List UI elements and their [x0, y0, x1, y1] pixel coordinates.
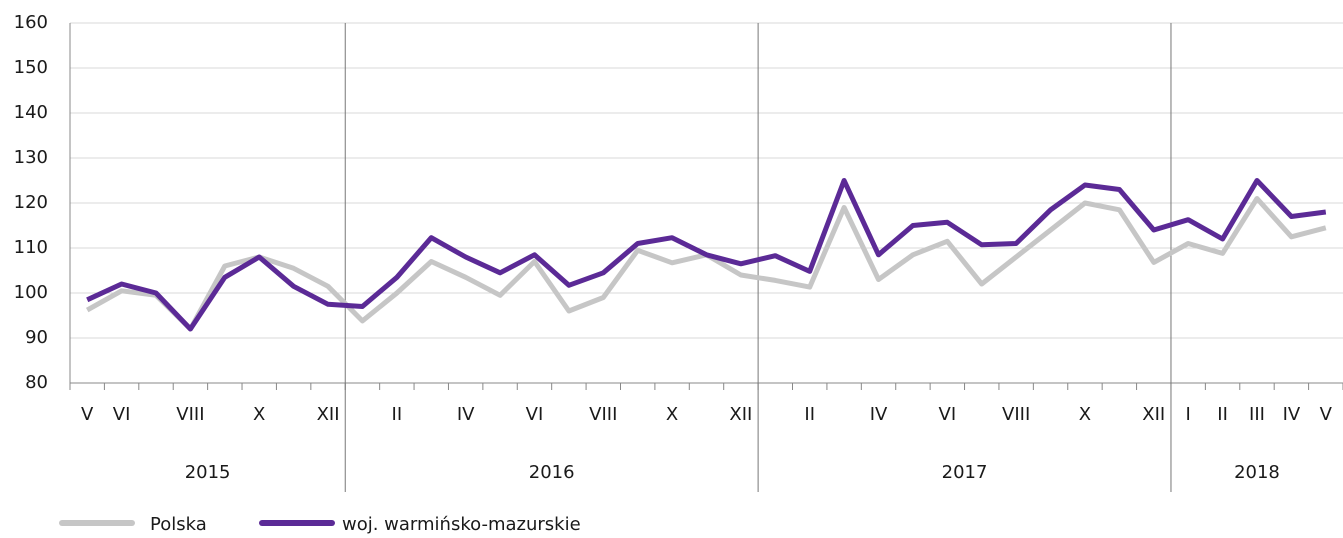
x-tick-label: XII	[317, 404, 340, 425]
x-tick-label: VIII	[1002, 404, 1030, 425]
y-tick-label: 120	[14, 192, 48, 213]
x-group-label: 2018	[1234, 462, 1280, 483]
x-tick-label: IV	[1283, 404, 1301, 425]
x-tick-label: VI	[526, 404, 544, 425]
y-tick-label: 140	[14, 102, 48, 123]
x-tick-label: IV	[870, 404, 888, 425]
x-tick-label: X	[253, 404, 265, 425]
x-group-label: 2016	[529, 462, 575, 483]
y-tick-label: 150	[14, 57, 48, 78]
x-tick-label: V	[1320, 404, 1333, 425]
y-tick-label: 130	[14, 147, 48, 168]
y-tick-label: 80	[25, 372, 48, 393]
x-tick-label: XII	[729, 404, 752, 425]
x-tick-label: V	[81, 404, 94, 425]
legend-label: Polska	[150, 514, 207, 535]
series-line	[85, 196, 1327, 332]
x-tick-label: IV	[457, 404, 475, 425]
x-tick-label: VIII	[176, 404, 204, 425]
legend-label: woj. warmińsko-mazurskie	[342, 514, 581, 535]
x-tick-label: VI	[113, 404, 131, 425]
x-tick-label: III	[1249, 404, 1265, 425]
x-tick-label: X	[666, 404, 678, 425]
x-tick-label: XII	[1142, 404, 1165, 425]
x-tick-label: VIII	[589, 404, 617, 425]
x-group-label: 2017	[942, 462, 988, 483]
x-tick-label: VI	[939, 404, 957, 425]
x-tick-label: I	[1186, 404, 1191, 425]
y-tick-label: 100	[14, 282, 48, 303]
x-tick-label: X	[1079, 404, 1091, 425]
x-tick-label: II	[804, 404, 815, 425]
y-tick-label: 90	[25, 327, 48, 348]
x-tick-label: II	[1217, 404, 1228, 425]
y-tick-label: 160	[14, 12, 48, 33]
x-group-label: 2015	[185, 462, 231, 483]
x-tick-label: II	[392, 404, 403, 425]
series-line	[86, 178, 1327, 332]
y-tick-label: 110	[14, 237, 48, 258]
